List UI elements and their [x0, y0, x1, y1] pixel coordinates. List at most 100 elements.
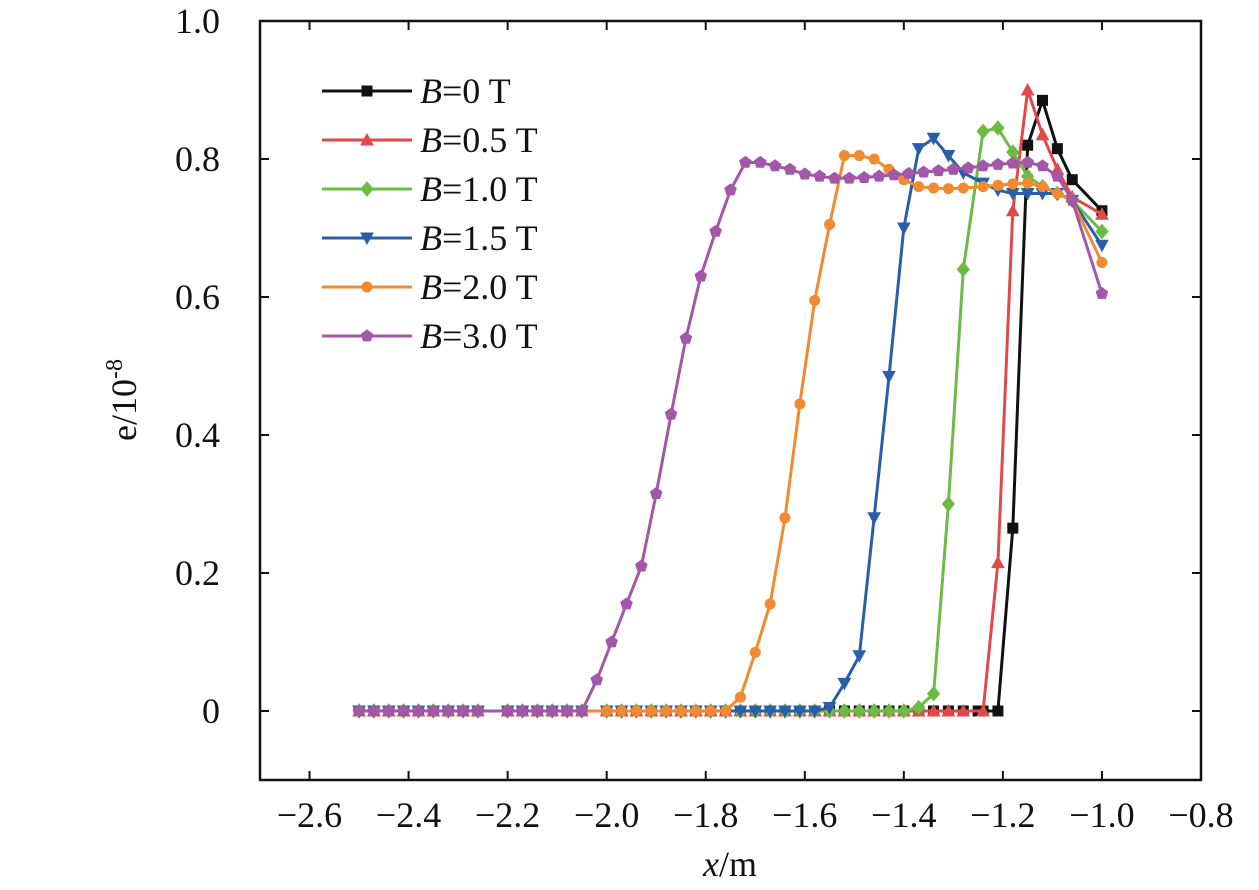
legend-variable: B	[420, 169, 442, 209]
legend-label: B=0.5 T	[420, 120, 538, 160]
legend-value: =0 T	[442, 71, 511, 111]
legend-marker	[361, 281, 373, 293]
x-axis-title: x/m	[702, 844, 757, 884]
data-point	[1007, 178, 1019, 190]
data-point	[412, 704, 425, 717]
data-point	[660, 705, 672, 717]
data-point	[456, 704, 470, 717]
axis-ticks: −2.6 −2.4 −2.2 −2.0 −1.8 −1.6 −1.4 −1.2 −1.0 −0.8…	[175, 1, 1234, 835]
data-point	[1051, 188, 1063, 199]
data-point	[838, 150, 850, 162]
x-tick-label: −2.6	[277, 795, 342, 835]
data-point	[783, 162, 797, 175]
data-point	[807, 705, 822, 719]
series-2	[352, 120, 1109, 719]
x-tick-label: −0.8	[1168, 795, 1233, 835]
data-point	[679, 331, 693, 344]
data-point	[616, 705, 628, 717]
data-point	[1051, 169, 1064, 182]
y-axis-title: e/10-8	[102, 359, 144, 441]
data-point	[932, 164, 945, 177]
data-point	[941, 150, 956, 163]
y-tick-label: 1.0	[175, 1, 220, 41]
data-point	[957, 182, 969, 194]
data-point	[620, 597, 633, 610]
data-point	[837, 703, 852, 719]
data-point	[1095, 286, 1109, 299]
data-point	[872, 169, 886, 182]
legend-item: B=2.0 T	[322, 267, 538, 307]
data-point	[749, 646, 761, 658]
data-point	[753, 155, 767, 168]
x-tick-label: −1.6	[772, 795, 837, 835]
data-point	[645, 705, 657, 717]
legend-marker	[360, 232, 374, 246]
data-point	[1051, 143, 1063, 155]
data-point	[926, 703, 941, 717]
data-point	[352, 704, 366, 717]
plot-frame	[258, 19, 1203, 782]
data-point	[828, 171, 841, 184]
data-point	[1020, 82, 1035, 96]
data-point	[992, 705, 1004, 717]
legend-label: B=2.0 T	[420, 267, 538, 307]
data-point	[976, 159, 990, 172]
data-point	[1037, 181, 1049, 193]
data-point	[575, 704, 589, 717]
legend-marker	[360, 132, 374, 146]
data-point	[1095, 239, 1109, 253]
y-tick-label: 0	[202, 691, 220, 731]
legend-item: B=0.5 T	[322, 120, 538, 160]
y-tick-label: 0.8	[175, 139, 220, 179]
data-point	[367, 704, 381, 717]
data-point	[976, 123, 990, 140]
data-point	[1007, 522, 1019, 534]
data-point	[1006, 156, 1020, 169]
legend-item: B=1.5 T	[322, 218, 538, 258]
data-point	[382, 704, 396, 717]
data-point	[991, 157, 1005, 170]
data-point	[764, 598, 776, 610]
data-point	[779, 512, 791, 524]
data-point	[947, 162, 960, 175]
data-point	[837, 677, 852, 691]
data-point	[809, 294, 821, 306]
data-point	[913, 181, 925, 193]
data-point	[427, 704, 440, 717]
data-point	[635, 559, 648, 572]
data-point	[794, 398, 806, 410]
series-layer	[352, 82, 1109, 719]
data-point	[926, 685, 941, 702]
data-point	[1095, 223, 1109, 240]
data-point	[991, 120, 1005, 136]
data-point	[441, 704, 455, 717]
data-point	[590, 673, 604, 686]
data-point	[516, 704, 529, 717]
data-point	[1005, 203, 1020, 217]
legend-item: B=1.0 T	[322, 169, 538, 209]
legend-value: =1.0 T	[442, 169, 538, 209]
legend-marker	[361, 85, 373, 97]
legend-variable: B	[420, 71, 442, 111]
data-point	[1022, 177, 1034, 189]
data-point	[1037, 94, 1049, 106]
y-tick-label: 0.4	[175, 415, 220, 455]
data-point	[501, 704, 514, 717]
data-point	[675, 705, 687, 717]
data-point	[941, 496, 956, 512]
legend-item: B=0 T	[322, 71, 511, 111]
data-point	[1066, 174, 1078, 186]
data-point	[853, 150, 865, 162]
data-point	[942, 183, 954, 195]
series-5	[352, 155, 1109, 717]
data-point	[961, 161, 975, 174]
x-tick-label: −2.2	[475, 795, 540, 835]
data-point	[897, 703, 911, 719]
data-point	[724, 183, 737, 196]
legend-marker	[360, 181, 374, 197]
data-point	[843, 171, 856, 184]
data-point	[649, 487, 663, 500]
data-point	[397, 704, 410, 717]
data-point	[887, 168, 901, 181]
data-point	[928, 182, 940, 194]
